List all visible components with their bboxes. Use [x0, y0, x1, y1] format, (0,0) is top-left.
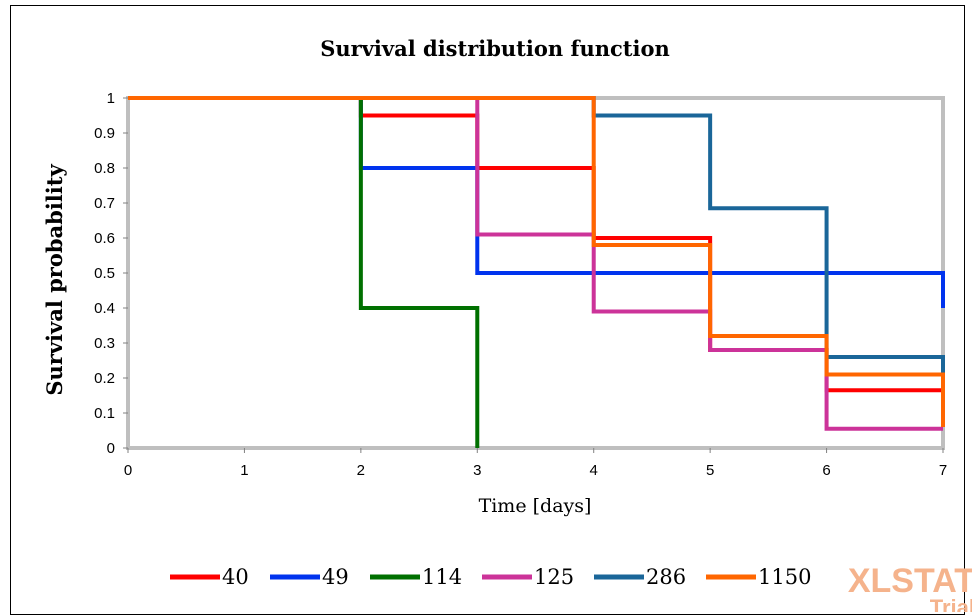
series-line-125 — [128, 96, 943, 431]
plot-area: 0 0.1 0.2 0.3 0.4 0.5 0.6 0.7 0.8 0.9 1 0 1 2 3 4 5 6 7 — [94, 90, 947, 479]
legend-label-125: 125 — [534, 565, 574, 589]
y-tick-label: 0.7 — [94, 195, 115, 212]
y-tick-label: 0 — [107, 440, 115, 457]
legend-label-286: 286 — [646, 565, 686, 589]
x-tick-label: 3 — [473, 462, 481, 479]
y-tick-label: 0.8 — [94, 160, 115, 177]
y-axis-title: Survival probability — [42, 164, 67, 396]
legend-label-49: 49 — [322, 565, 349, 589]
y-tick-label: 0.4 — [94, 300, 115, 317]
y-tick-label: 1 — [107, 90, 115, 107]
y-tick-label: 0.5 — [94, 265, 115, 282]
y-tick-label: 0.2 — [94, 370, 115, 387]
x-tick-label: 6 — [822, 462, 830, 479]
series-line-114 — [128, 96, 480, 448]
x-tick-label: 4 — [590, 462, 598, 479]
chart-frame — [10, 5, 965, 615]
series-line-49 — [128, 96, 945, 308]
chart-title: Survival distribution function — [320, 36, 670, 61]
y-tick-label: 0.3 — [94, 335, 115, 352]
legend-label-114: 114 — [422, 565, 462, 589]
x-tick-label: 1 — [240, 462, 248, 479]
y-tick-label: 0.6 — [94, 230, 115, 247]
y-tick-label: 0.9 — [94, 125, 115, 142]
legend-label-40: 40 — [222, 565, 249, 589]
xlstat-watermark: XLSTAT Trial — [848, 562, 972, 612]
y-tick-label: 0.1 — [94, 405, 115, 422]
x-tick-label: 0 — [124, 462, 132, 479]
legend-label-1150: 1150 — [758, 565, 811, 589]
watermark-logo: XLSTAT — [848, 562, 972, 600]
series-line-40 — [128, 96, 943, 393]
x-axis-title: Time [days] — [479, 495, 592, 517]
watermark-trial: Trial — [930, 595, 972, 612]
legend: 40 49 114 125 286 1150 — [170, 565, 811, 589]
series-line-1150 — [128, 96, 945, 427]
x-tick-label: 2 — [357, 462, 365, 479]
x-tick-label: 7 — [939, 462, 947, 479]
x-tick-label: 5 — [706, 462, 714, 479]
